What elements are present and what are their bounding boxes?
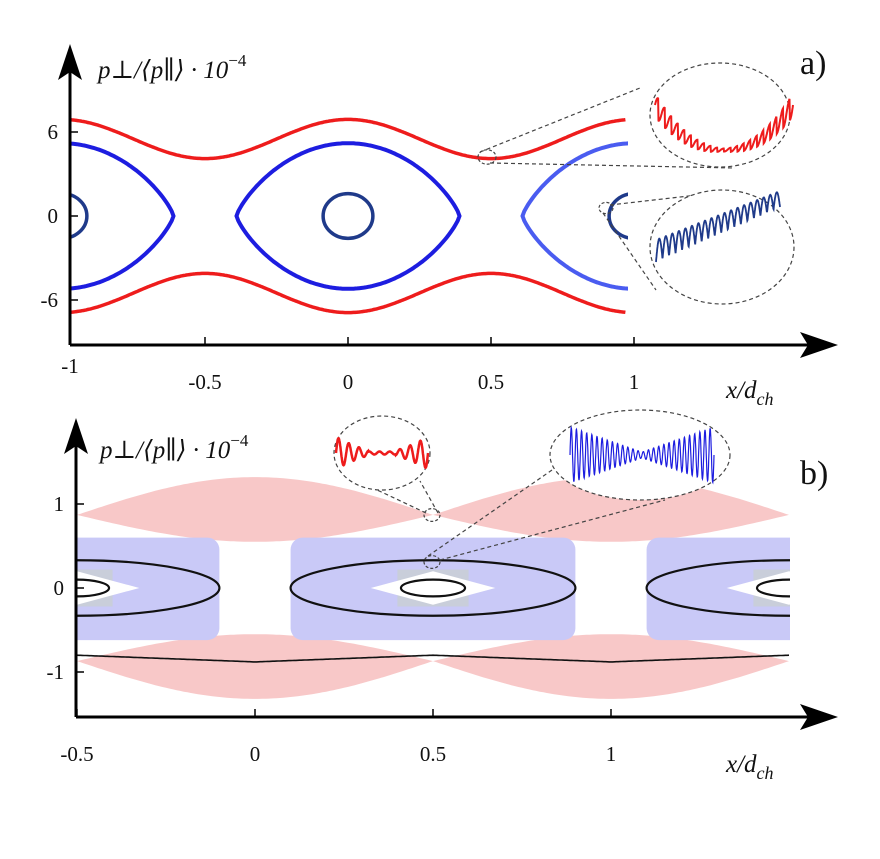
- panel-b-y-axis-label: p⊥/⟨p∥⟩ · 10−4: [98, 431, 249, 464]
- inset-connector-line: [439, 499, 666, 561]
- zoom-marker: [477, 149, 497, 165]
- red-zoom-inset-trace: [654, 97, 794, 154]
- panel-a: -1 -0.5 0 0.5 1 6 0 -6 p⊥/⟨p∥⟩ · 10−4 x/dch a): [41, 44, 838, 409]
- red-band-region: [77, 477, 433, 542]
- zoom-marker: [598, 201, 614, 215]
- black-orbit: [645, 559, 790, 617]
- red-band-region: [77, 634, 433, 699]
- y-axis-arrow-icon: [58, 44, 82, 80]
- panel-a-insets: [477, 62, 795, 305]
- red-trajectory-line: [70, 117, 626, 161]
- dark-blue-orbit: [321, 191, 375, 241]
- x-tick-label: 0.5: [420, 742, 446, 766]
- y-tick-label: 1: [54, 492, 65, 516]
- inset-connector-line: [419, 480, 439, 514]
- inset-connector-line: [602, 212, 657, 291]
- panel-b-label: b): [800, 455, 828, 492]
- panel-a-label: a): [800, 45, 826, 82]
- plot-background: [70, 100, 628, 322]
- black-orbit: [77, 559, 221, 617]
- black-orbit: [77, 578, 111, 598]
- y-tick-label: -1: [47, 660, 65, 684]
- dark-blue-orbit: [70, 192, 89, 240]
- y-axis-arrow-icon: [64, 418, 88, 454]
- panel-b-plot-area: [77, 470, 790, 715]
- blue-zoom-inset-trace: [569, 425, 715, 485]
- black-orbit: [399, 578, 467, 598]
- x-tick-label: 1: [606, 742, 617, 766]
- red-band-region: [433, 634, 789, 699]
- panel-a-y-axis-label: p⊥/⟨p∥⟩ · 10−4: [96, 51, 247, 84]
- red-zoom-inset-trace: [334, 436, 430, 470]
- panel-a-axes: -1 -0.5 0 0.5 1 6 0 -6: [41, 44, 838, 394]
- black-trajectory-line: [77, 654, 790, 663]
- panel-b-axes: -0.5 0 0.5 1 1 0 -1: [47, 418, 838, 766]
- x-tick-label: -0.5: [60, 742, 93, 766]
- panel-b: -0.5 0 0.5 1 1 0 -1 p⊥/⟨p∥⟩ · 10−4 x/dch b): [47, 409, 838, 783]
- zoom-marker: [423, 508, 441, 523]
- x-axis-arrow-icon: [800, 704, 838, 730]
- blue-zoom-inset-circle: [649, 189, 795, 305]
- blue-separatrix-line: [234, 141, 462, 291]
- x-tick-label: 0.5: [478, 370, 504, 394]
- black-orbit: [755, 578, 790, 598]
- x-tick-label: 0: [250, 742, 261, 766]
- blue-separatrix-line: [520, 141, 628, 291]
- x-tick-label: -0.5: [188, 370, 221, 394]
- blue-zoom-inset-trace: [655, 191, 781, 263]
- x-axis-arrow-icon: [800, 332, 838, 358]
- inset-connector-line: [609, 192, 716, 206]
- y-tick-label: 0: [48, 204, 59, 228]
- white-diamond-gap: [370, 571, 496, 605]
- panel-b-x-axis-label: x/dch: [725, 751, 774, 783]
- inset-connector-line: [479, 87, 641, 153]
- dark-blue-orbit: [607, 192, 628, 240]
- red-trajectory-line: [70, 271, 626, 315]
- red-band-region: [433, 477, 789, 542]
- zoom-marker: [423, 554, 441, 569]
- blue-separatrix-line: [70, 141, 176, 291]
- y-tick-label: 0: [54, 576, 65, 600]
- x-tick-label: -1: [61, 354, 79, 378]
- inset-connector-line: [489, 162, 736, 169]
- y-tick-label: 6: [48, 120, 59, 144]
- panel-a-plot-area: [70, 100, 628, 322]
- y-tick-label: -6: [41, 288, 59, 312]
- panel-b-insets: [333, 409, 731, 569]
- black-orbit: [289, 559, 577, 617]
- x-tick-label: 0: [343, 370, 354, 394]
- x-tick-label: 1: [629, 370, 640, 394]
- panel-a-x-axis-label: x/dch: [725, 377, 774, 409]
